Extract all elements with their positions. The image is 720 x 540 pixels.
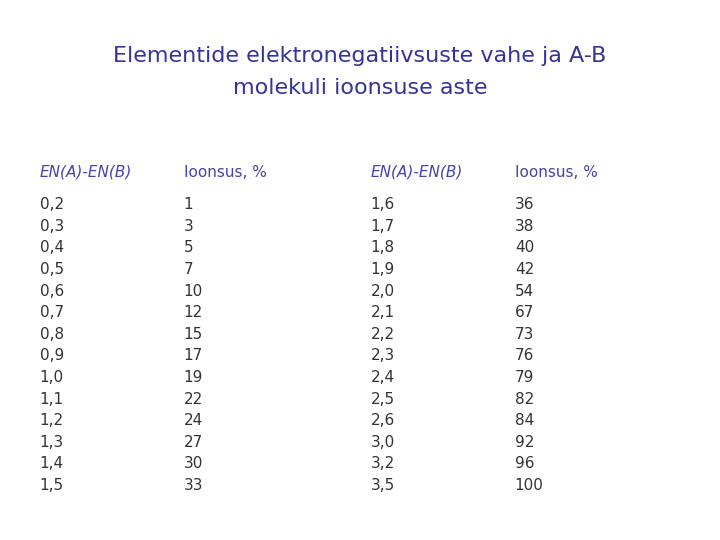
Text: 1,9: 1,9 [371,262,395,277]
Text: 7: 7 [184,262,193,277]
Text: 30: 30 [184,456,203,471]
Text: 12: 12 [184,305,203,320]
Text: 15: 15 [184,327,203,342]
Text: 1,6: 1,6 [371,197,395,212]
Text: 10: 10 [184,284,203,299]
Text: 1,0: 1,0 [40,370,64,385]
Text: 2,6: 2,6 [371,413,395,428]
Text: 33: 33 [184,478,203,493]
Text: 2,5: 2,5 [371,392,395,407]
Text: 1,3: 1,3 [40,435,64,450]
Text: Elementide elektronegatiivsuste vahe ja A-B: Elementide elektronegatiivsuste vahe ja … [113,46,607,66]
Text: 36: 36 [515,197,534,212]
Text: 19: 19 [184,370,203,385]
Text: 1,5: 1,5 [40,478,64,493]
Text: 22: 22 [184,392,203,407]
Text: 3,0: 3,0 [371,435,395,450]
Text: 67: 67 [515,305,534,320]
Text: 3,2: 3,2 [371,456,395,471]
Text: 0,5: 0,5 [40,262,64,277]
Text: 0,6: 0,6 [40,284,64,299]
Text: 3: 3 [184,219,194,234]
Text: EN(A)-EN(B): EN(A)-EN(B) [40,165,132,180]
Text: Ioonsus, %: Ioonsus, % [184,165,266,180]
Text: 1: 1 [184,197,193,212]
Text: 1,8: 1,8 [371,240,395,255]
Text: 100: 100 [515,478,544,493]
Text: 3,5: 3,5 [371,478,395,493]
Text: 38: 38 [515,219,534,234]
Text: 2,0: 2,0 [371,284,395,299]
Text: 0,4: 0,4 [40,240,64,255]
Text: 40: 40 [515,240,534,255]
Text: 0,2: 0,2 [40,197,64,212]
Text: 1,4: 1,4 [40,456,64,471]
Text: 1,1: 1,1 [40,392,64,407]
Text: 82: 82 [515,392,534,407]
Text: 2,2: 2,2 [371,327,395,342]
Text: 1,7: 1,7 [371,219,395,234]
Text: 24: 24 [184,413,203,428]
Text: 0,7: 0,7 [40,305,64,320]
Text: 92: 92 [515,435,534,450]
Text: 79: 79 [515,370,534,385]
Text: 2,4: 2,4 [371,370,395,385]
Text: 42: 42 [515,262,534,277]
Text: 73: 73 [515,327,534,342]
Text: EN(A)-EN(B): EN(A)-EN(B) [371,165,463,180]
Text: Ioonsus, %: Ioonsus, % [515,165,598,180]
Text: 2,1: 2,1 [371,305,395,320]
Text: 0,3: 0,3 [40,219,64,234]
Text: 27: 27 [184,435,203,450]
Text: 2,3: 2,3 [371,348,395,363]
Text: 5: 5 [184,240,193,255]
Text: molekuli ioonsuse aste: molekuli ioonsuse aste [233,78,487,98]
Text: 76: 76 [515,348,534,363]
Text: 0,9: 0,9 [40,348,64,363]
Text: 17: 17 [184,348,203,363]
Text: 96: 96 [515,456,534,471]
Text: 1,2: 1,2 [40,413,64,428]
Text: 0,8: 0,8 [40,327,64,342]
Text: 54: 54 [515,284,534,299]
Text: 84: 84 [515,413,534,428]
